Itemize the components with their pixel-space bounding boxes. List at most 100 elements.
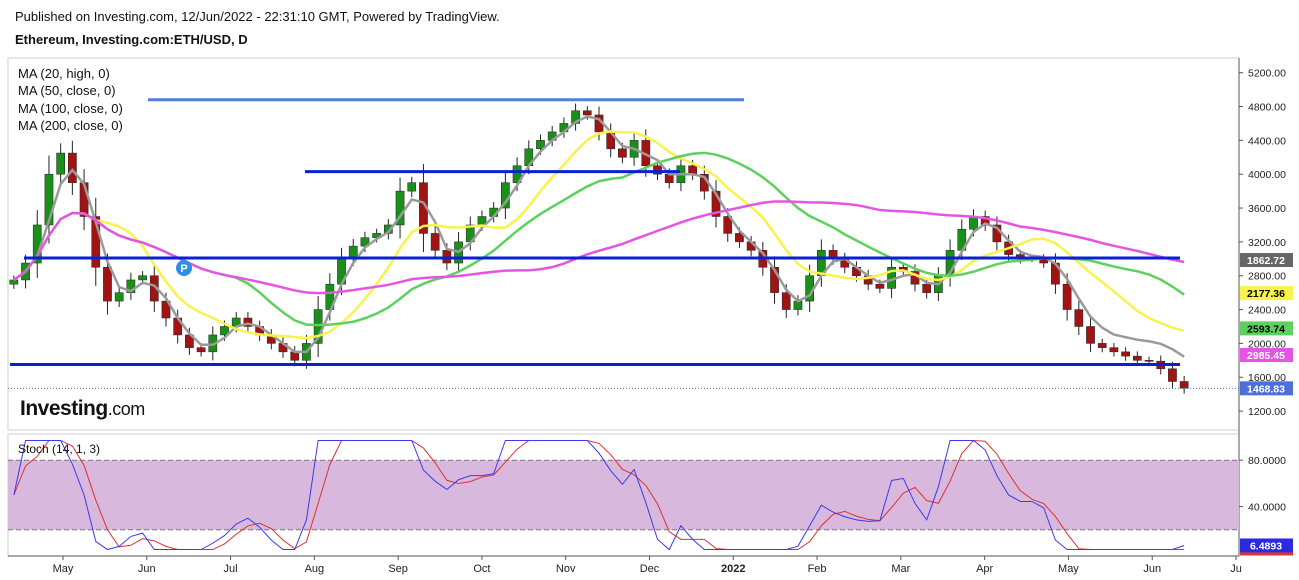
candle-body [126, 279, 136, 293]
candle-body [196, 347, 206, 353]
candle-body [44, 173, 54, 226]
stoch-d-line [13, 439, 1185, 551]
x-tick-label: Oct [473, 563, 490, 575]
price-label-text: 1862.72 [1247, 255, 1285, 267]
legend-ma50[interactable]: MA (50, close, 0) [18, 83, 116, 99]
stoch-tick-label: 40.0000 [1248, 502, 1286, 514]
candle-body [735, 233, 744, 243]
price-label-box [1240, 348, 1293, 363]
price-label-text: 2985.45 [1247, 350, 1285, 362]
event-marker[interactable]: P [176, 260, 192, 276]
candle-body [664, 173, 674, 183]
candle-body [922, 283, 932, 293]
candle-body [220, 326, 229, 336]
candle-body [582, 110, 592, 116]
candle-body [1109, 347, 1119, 353]
candle-body [1086, 326, 1095, 344]
candle-body [1132, 355, 1142, 361]
stoch-value-label: 6.4893 [1250, 540, 1282, 552]
price-label-box [1240, 381, 1293, 396]
x-tick-label: May [53, 563, 74, 575]
logo-main: Investing [20, 397, 108, 420]
candle-body [1074, 309, 1084, 327]
y-axis-ticks: 5200.00 4800.00 4400.00 4000.00 3600.00 3200.… [1239, 68, 1286, 514]
event-marker-letter: P [180, 263, 187, 275]
candle-body [138, 275, 147, 281]
published-caption: Published on Investing.com, 12/Jun/2022 … [15, 9, 500, 24]
x-tick-label: Sep [388, 563, 408, 575]
stochastic-oscillator: 6.4893 [8, 439, 1293, 556]
candle-body [290, 351, 300, 361]
candle-body [91, 216, 101, 268]
candle-body [395, 190, 405, 226]
y-tick-label: 4000.00 [1248, 169, 1286, 181]
ma20-line [13, 115, 1185, 358]
stoch-legend[interactable]: Stoch (14, 1, 3) [18, 442, 101, 456]
candle-body [407, 182, 417, 192]
y-tick-label: 4400.00 [1248, 135, 1286, 147]
candle-body [688, 165, 697, 175]
candle-body [1062, 283, 1072, 310]
y-tick-label: 3200.00 [1248, 237, 1286, 249]
candle-body [430, 233, 440, 251]
x-tick-label: Jul [224, 563, 238, 575]
ma-legend: MA (20, high, 0) MA (50, close, 0) MA (1… [18, 65, 123, 134]
x-tick-label: Feb [808, 563, 827, 575]
candle-body [618, 148, 627, 158]
stoch-tick-label: 80.0000 [1248, 455, 1286, 467]
candle-body [243, 317, 253, 327]
x-tick-label: Nov [556, 563, 576, 575]
stoch-d-value-strip [1240, 552, 1293, 556]
stoch-k-line [13, 439, 1185, 551]
y-tick-label: 2000.00 [1248, 338, 1286, 350]
y-tick-label: 2400.00 [1248, 305, 1286, 317]
price-candles [9, 103, 1189, 394]
horizontal-levels [10, 98, 1180, 367]
candle-body [161, 300, 171, 319]
y-tick-label: 1200.00 [1248, 406, 1286, 418]
x-tick-label: May [1058, 563, 1079, 575]
candle-body [781, 292, 791, 310]
ma50-line [13, 130, 1185, 340]
candle-body [1121, 351, 1130, 357]
price-label-box [1240, 286, 1293, 301]
legend-ma20[interactable]: MA (20, high, 0) [18, 66, 110, 81]
x-tick-label: 2022 [721, 563, 745, 575]
stoch-band [8, 460, 1239, 530]
price-labels: 2985.45 2593.74 2177.36 1862.72 1468.83 [1240, 253, 1293, 396]
candle-body [723, 216, 733, 234]
candle-body [103, 267, 112, 302]
legend-ma100[interactable]: MA (100, close, 0) [18, 100, 123, 116]
investing-logo: Investing.com [20, 397, 145, 421]
symbol-title: Ethereum, Investing.com:ETH/USD, D [15, 32, 248, 47]
x-tick-label: Apr [976, 563, 993, 575]
x-tick-label: Ju [1230, 563, 1242, 575]
y-tick-label: 2800.00 [1248, 271, 1286, 283]
x-axis-labels: May Jun Jul Aug Sep Oct Nov Dec 2022 Feb Mar Apr May… [53, 556, 1242, 575]
candle-body [711, 190, 721, 217]
y-tick-label: 1600.00 [1248, 372, 1286, 384]
candle-body [875, 283, 885, 289]
y-tick-label: 4800.00 [1248, 102, 1286, 114]
candle-body [1097, 343, 1107, 348]
x-tick-label: Mar [891, 563, 910, 575]
stoch-value-box [1240, 538, 1293, 553]
candle-body [9, 279, 19, 285]
candle-body [653, 165, 662, 175]
price-label-box [1240, 321, 1293, 336]
x-tick-label: Dec [640, 563, 660, 575]
candle-body [512, 165, 522, 183]
x-tick-label: Aug [305, 563, 325, 575]
candle-body [1144, 360, 1154, 362]
x-tick-label: Jun [138, 563, 156, 575]
price-label-text: 2177.36 [1247, 288, 1285, 300]
candle-body [536, 140, 545, 150]
candle-body [770, 267, 779, 293]
price-label-text: 2593.74 [1247, 323, 1285, 335]
candle-body [114, 292, 124, 302]
candle-body [1168, 368, 1177, 382]
candle-body [56, 152, 66, 175]
legend-ma200[interactable]: MA (200, close, 0) [18, 117, 123, 133]
logo-suffix: .com [107, 399, 146, 419]
